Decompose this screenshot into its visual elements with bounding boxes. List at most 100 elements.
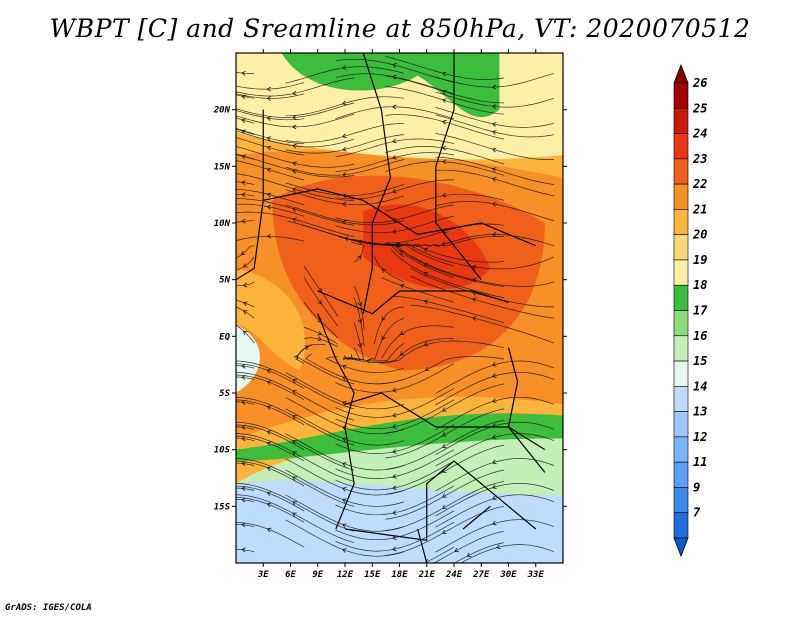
colorbar-label: 16 xyxy=(693,329,707,343)
country-border xyxy=(507,347,546,473)
streamline xyxy=(236,145,355,168)
streamline xyxy=(349,338,454,363)
streamline-arrow xyxy=(342,65,347,70)
streamline-arrow xyxy=(466,552,472,557)
grads-credit: GrADS: IGES/COLA xyxy=(5,603,92,613)
streamline-arrow xyxy=(342,201,347,207)
colorbar-segment xyxy=(673,82,689,109)
streamline xyxy=(435,169,554,197)
streamline-arrow xyxy=(392,188,397,194)
streamline-arrow xyxy=(266,466,272,472)
colorbar-label: 22 xyxy=(692,177,707,191)
streamline-arrow xyxy=(342,193,347,199)
streamline xyxy=(285,458,405,496)
shade-green-mid xyxy=(236,413,563,461)
colorbar-segment xyxy=(673,411,689,438)
streamline-arrow xyxy=(292,476,297,481)
streamline-arrow xyxy=(241,218,246,224)
streamline-arrow xyxy=(243,310,248,315)
streamline-arrow xyxy=(267,136,272,141)
streamline-arrow xyxy=(392,154,397,160)
streamline xyxy=(236,77,355,97)
colorbar-segment xyxy=(673,487,689,514)
streamline xyxy=(381,277,455,303)
streamline-arrow xyxy=(342,548,347,553)
lon-tick-label: 12E xyxy=(337,570,354,580)
streamline-arrow xyxy=(392,63,397,68)
colorbar-segment xyxy=(673,360,689,387)
streamline-arrow xyxy=(241,70,246,76)
streamline-arrow xyxy=(392,449,397,454)
colorbar-segment xyxy=(673,259,689,286)
streamline xyxy=(385,146,505,165)
streamline xyxy=(385,86,505,115)
streamline xyxy=(335,424,455,454)
colorbar-label: 13 xyxy=(693,405,707,419)
streamline-arrow xyxy=(400,351,405,356)
shade-orange-west xyxy=(236,268,306,371)
streamline xyxy=(285,189,405,206)
streamline xyxy=(410,275,554,319)
streamline xyxy=(236,371,355,421)
country-border xyxy=(417,505,491,563)
streamline-arrow xyxy=(342,133,347,139)
streamline xyxy=(385,444,505,495)
streamline-arrow xyxy=(392,474,397,479)
streamline-arrow xyxy=(442,228,447,233)
streamline-arrow xyxy=(241,192,246,198)
streamline xyxy=(435,483,555,517)
lat-tick-label: 20N xyxy=(213,106,231,116)
colorbar-segment xyxy=(673,335,689,362)
streamline xyxy=(410,255,555,287)
streamline xyxy=(335,179,454,200)
streamline-arrow xyxy=(442,159,447,165)
streamline xyxy=(435,360,555,394)
colorbar-label: 7 xyxy=(693,506,701,520)
colorbar-label: 12 xyxy=(693,430,707,444)
streamline-arrow xyxy=(317,331,322,336)
colorbar-label: 20 xyxy=(692,228,707,242)
streamline xyxy=(434,234,555,247)
streamline xyxy=(390,248,505,299)
streamline xyxy=(236,113,355,128)
streamline-arrow xyxy=(357,255,362,260)
colorbar-segment xyxy=(673,310,689,337)
streamline-arrow xyxy=(292,187,297,192)
streamline xyxy=(236,198,355,226)
streamline-arrow xyxy=(241,497,246,503)
colorbar-segment xyxy=(673,133,689,160)
streamline-arrow xyxy=(442,468,447,473)
streamline-arrow xyxy=(492,147,497,153)
streamline xyxy=(285,96,405,117)
streamline-arrow xyxy=(292,115,297,120)
streamline-arrow xyxy=(243,301,248,306)
streamline xyxy=(236,130,355,148)
streamline xyxy=(352,238,455,278)
streamline-arrow xyxy=(357,318,363,323)
colorbar-segment xyxy=(673,183,689,210)
colorbar-label: 19 xyxy=(693,253,707,267)
streamline-arrow xyxy=(342,437,347,442)
streamline xyxy=(435,421,555,456)
streamline xyxy=(435,519,555,553)
streamline-arrow xyxy=(292,390,297,395)
streamline-arrow xyxy=(266,441,272,447)
streamline-arrow xyxy=(292,217,297,223)
streamline-arrow xyxy=(357,342,363,348)
streamline xyxy=(435,133,554,160)
streamline-arrow xyxy=(342,401,347,406)
streamline-arrow xyxy=(342,364,347,370)
streamline xyxy=(435,91,555,108)
streamline-arrow xyxy=(454,547,459,553)
streamline xyxy=(335,215,455,234)
streamline-arrow xyxy=(292,161,297,166)
streamline xyxy=(385,408,505,459)
streamline-arrow xyxy=(267,145,272,151)
streamline-arrow xyxy=(442,119,447,125)
streamline-arrow xyxy=(492,373,497,378)
colorbar-bottom-arrow xyxy=(673,537,689,558)
colorbar-segment xyxy=(673,386,689,412)
streamline xyxy=(410,245,555,270)
streamline xyxy=(335,58,455,83)
streamline-arrow xyxy=(241,547,246,553)
